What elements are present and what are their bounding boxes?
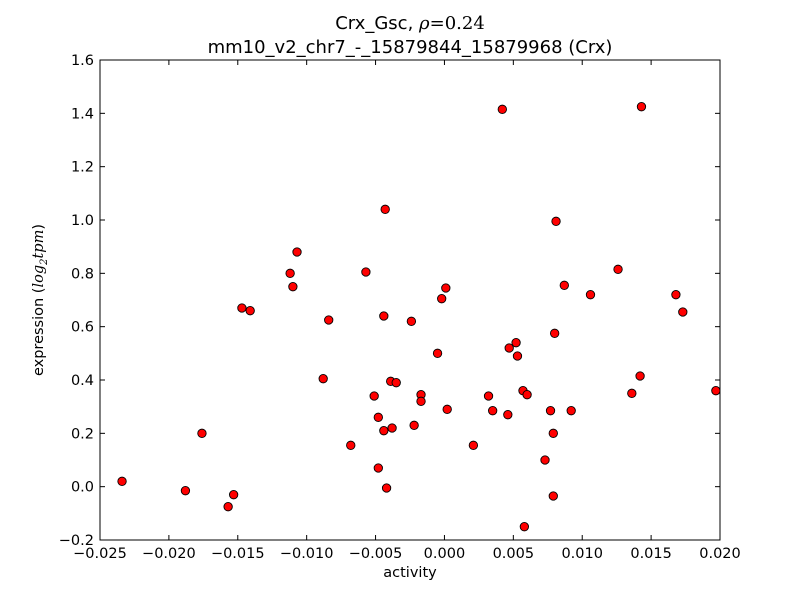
data-point (288, 282, 298, 292)
data-point (635, 371, 645, 381)
data-point (613, 264, 623, 274)
x-tick-label: −0.020 (142, 546, 196, 562)
x-tick-label: −0.025 (73, 546, 127, 562)
chart-title-line1: Crx_Gsc, ρ=0.24 (335, 13, 485, 34)
data-point (387, 423, 397, 433)
data-point (551, 216, 561, 226)
data-point (379, 426, 389, 436)
data-point (566, 406, 576, 416)
x-axis-ticks: −0.025 −0.020 −0.015 −0.010 −0.005 0.000 0.005… (73, 60, 741, 562)
x-tick-label: 0.005 (493, 546, 535, 562)
x-tick-label: −0.005 (349, 546, 403, 562)
data-point (504, 343, 514, 353)
data-point (545, 406, 556, 416)
y-label-math-rest: tpm (31, 230, 47, 259)
y-label-suffix: ) (31, 224, 47, 230)
data-points (117, 102, 721, 532)
x-tick-label: 0.015 (630, 546, 672, 562)
data-point (550, 328, 560, 338)
data-point (180, 486, 191, 496)
data-point (548, 428, 558, 438)
data-point (379, 311, 389, 321)
y-tick-label: 0.4 (71, 373, 94, 389)
data-point (511, 338, 521, 348)
y-axis-ticks: −0.2 0.0 0.2 0.4 0.6 0.8 1.0 1.2 1.4 1.6 (59, 53, 720, 549)
data-point (228, 490, 239, 500)
data-point (373, 463, 383, 473)
data-point (522, 390, 532, 400)
plot-area-frame (99, 59, 721, 541)
data-point (585, 290, 596, 300)
data-point (678, 307, 688, 317)
y-label-math-base: log (31, 265, 47, 288)
y-axis-label: expression (log2tpm) (31, 224, 50, 376)
y-tick-label: 1.4 (71, 106, 94, 122)
data-point (237, 303, 247, 313)
y-tick-label: 0.6 (71, 320, 94, 336)
data-point (245, 306, 255, 316)
data-point (285, 268, 295, 278)
data-point (627, 388, 637, 398)
data-point (416, 396, 426, 406)
data-point (223, 502, 233, 512)
data-point (519, 522, 530, 532)
data-point (442, 404, 452, 414)
data-point (318, 374, 328, 384)
title-rho-symbol: ρ (418, 13, 430, 34)
data-point (381, 483, 392, 493)
data-point (292, 247, 302, 257)
y-tick-label: 1.0 (71, 213, 94, 229)
data-point (380, 204, 390, 214)
x-tick-label: −0.010 (280, 546, 334, 562)
x-tick-label: 0.010 (561, 546, 603, 562)
y-tick-label: −0.2 (59, 533, 94, 549)
y-tick-label: 0.8 (71, 266, 94, 282)
data-point (540, 455, 550, 465)
data-point (483, 391, 494, 401)
data-point (559, 280, 569, 290)
data-point (711, 386, 721, 396)
x-tick-label: 0.020 (699, 546, 741, 562)
y-label-math-sub: 2 (39, 259, 50, 266)
y-tick-label: 0.2 (71, 426, 94, 442)
data-point (437, 294, 447, 304)
data-point (503, 410, 513, 420)
data-point (512, 351, 523, 361)
data-point (361, 267, 371, 277)
y-tick-label: 1.2 (71, 160, 94, 176)
data-point (346, 440, 356, 450)
data-point (197, 428, 207, 438)
data-point (671, 290, 681, 300)
y-tick-label: 0.0 (71, 480, 94, 496)
y-tick-label: 1.6 (71, 53, 94, 69)
data-point (441, 283, 451, 293)
data-point (373, 412, 383, 422)
data-point (409, 420, 419, 430)
chart-title-line2: mm10_v2_chr7_-_15879844_15879968 (Crx) (208, 37, 613, 58)
data-point (497, 104, 507, 114)
x-tick-label: −0.015 (211, 546, 265, 562)
data-point (324, 315, 334, 325)
title-prefix: Crx_Gsc, (335, 13, 419, 34)
data-point (548, 491, 558, 501)
data-point (488, 406, 498, 416)
data-point (432, 348, 443, 358)
data-point (636, 102, 647, 112)
data-point (369, 391, 379, 401)
data-point (391, 378, 401, 388)
data-point (117, 476, 127, 486)
x-axis-label: activity (383, 565, 437, 581)
data-point (468, 440, 479, 450)
y-label-prefix: expression ( (31, 288, 47, 376)
data-point (406, 316, 417, 326)
x-tick-label: 0.000 (424, 546, 466, 562)
title-rho-value: =0.24 (430, 13, 485, 34)
